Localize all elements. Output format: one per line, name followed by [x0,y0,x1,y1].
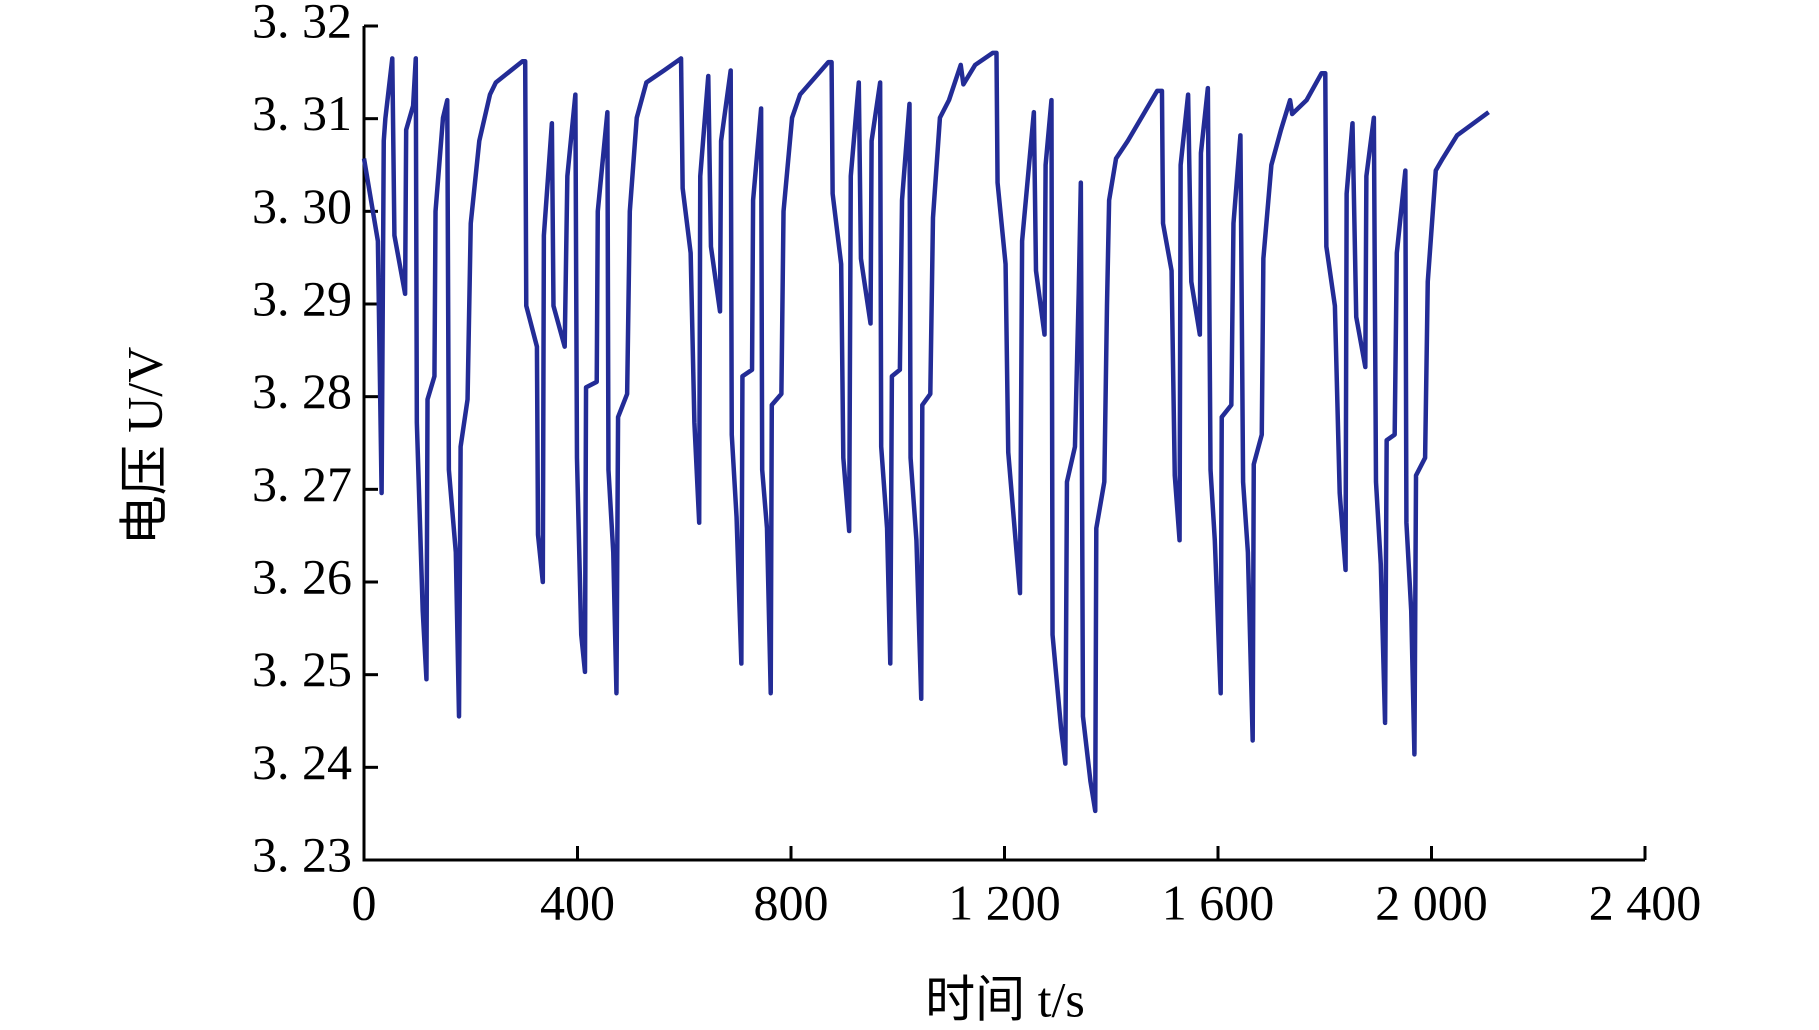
x-tick-label: 1 600 [1162,874,1275,930]
y-tick-label: 3. 32 [252,0,352,48]
x-tick-label: 1 200 [948,874,1061,930]
x-tick-label: 2 400 [1589,874,1702,930]
x-tick-label: 2 000 [1375,874,1488,930]
x-tick-label: 800 [754,874,829,930]
y-tick-label: 3. 26 [252,548,352,604]
x-tick-label: 0 [352,874,377,930]
y-tick-label: 3. 31 [252,85,352,141]
y-tick-label: 3. 29 [252,270,352,326]
y-tick-label: 3. 23 [252,826,352,882]
y-tick-label: 3. 24 [252,734,352,790]
voltage-line [361,50,1490,814]
y-tick-label: 3. 28 [252,363,352,419]
x-tick-label: 400 [540,874,615,930]
y-axis-label: 电压 U/V [116,347,172,546]
y-tick-label: 3. 30 [252,178,352,234]
x-axis-label: 时间 t/s [925,971,1085,1027]
y-tick-label: 3. 27 [252,456,352,512]
y-tick-label: 3. 25 [252,641,352,697]
